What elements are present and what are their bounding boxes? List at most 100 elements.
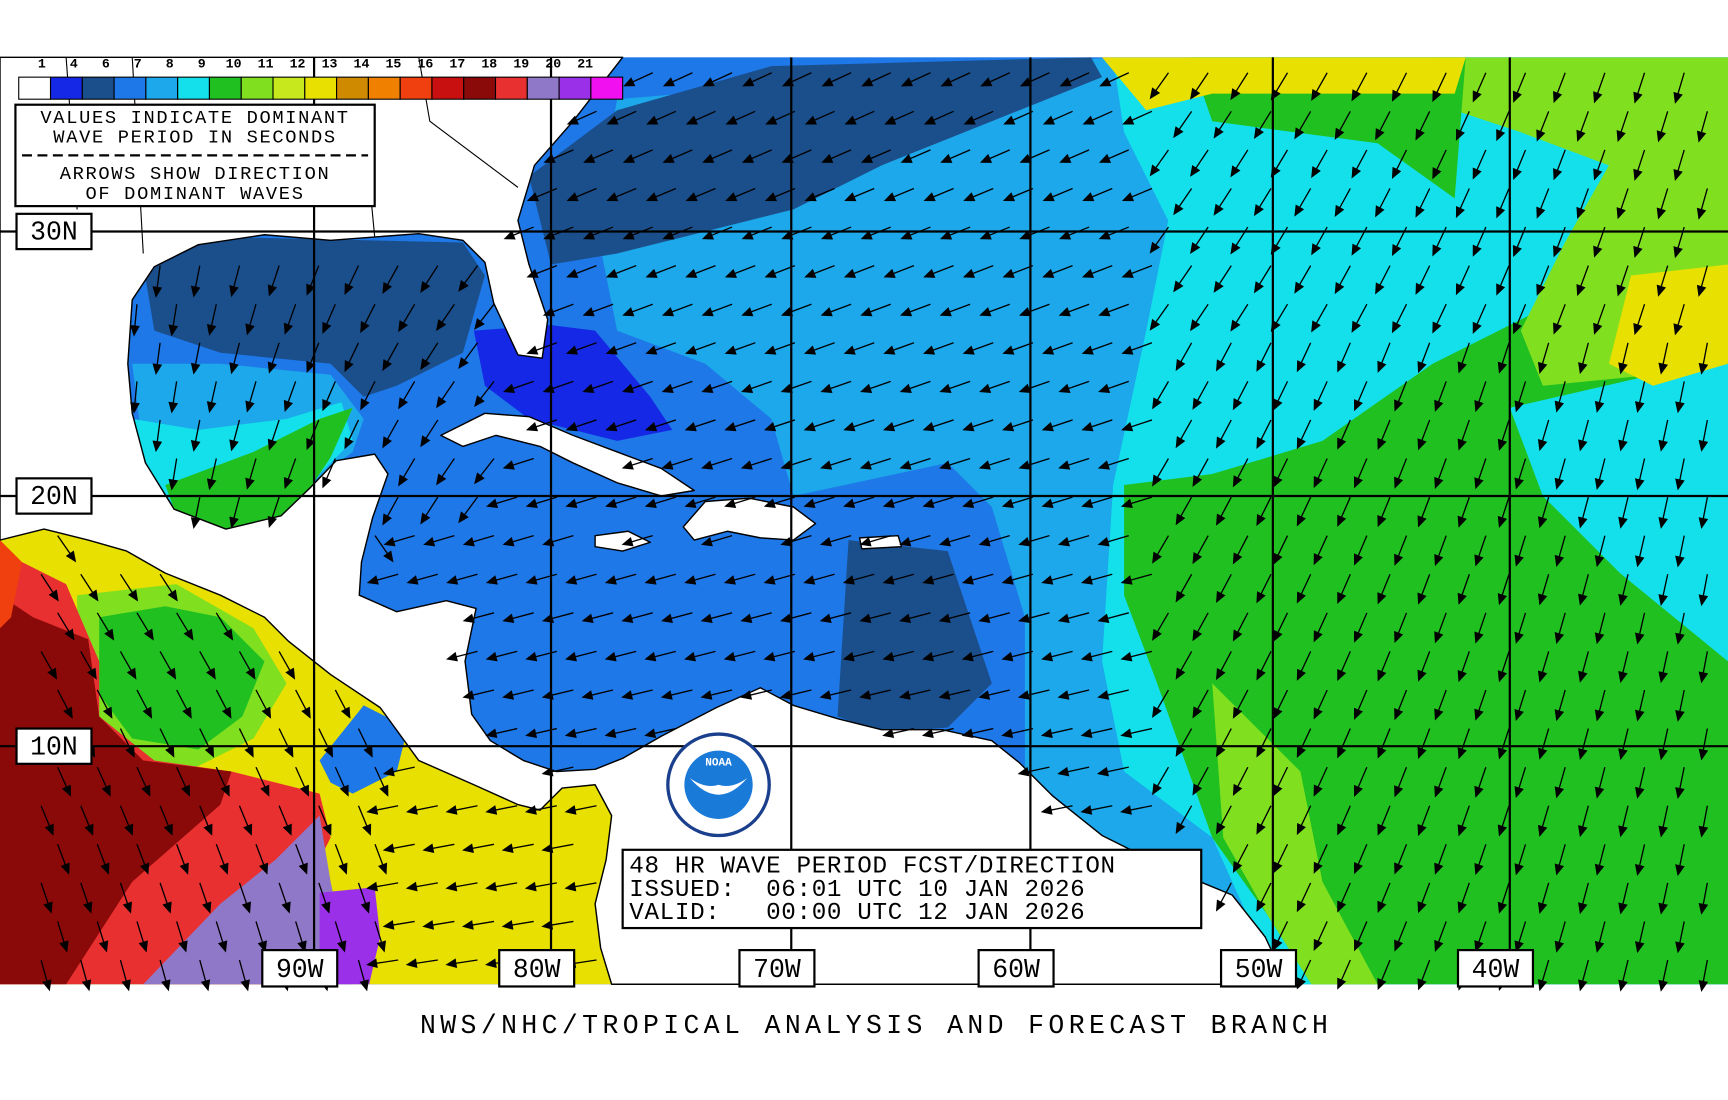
wave-arrow: [724, 419, 756, 432]
wave-arrow: [1474, 381, 1487, 413]
wave-arrow: [306, 419, 320, 451]
wave-arrow: [229, 342, 241, 375]
wave-arrow: [1232, 612, 1249, 642]
wave-arrow: [524, 881, 557, 892]
wave-arrow: [1618, 342, 1629, 375]
wave-arrow: [1635, 766, 1646, 799]
wave-arrow: [662, 149, 693, 163]
wave-arrow: [740, 612, 772, 624]
wave-arrow: [1417, 651, 1431, 682]
wave-arrow: [502, 689, 534, 700]
wave-arrow: [398, 381, 416, 410]
wave-arrow: [420, 496, 439, 525]
wave-arrow: [1633, 304, 1646, 336]
wave-arrow: [1635, 844, 1646, 876]
wave-arrow: [1514, 844, 1527, 876]
wave-arrow: [820, 303, 852, 317]
wave-arrow: [1633, 149, 1646, 181]
forecast-box: 48 HR WAVE PERIOD FCST/DIRECTION ISSUED:…: [621, 848, 1203, 930]
wave-arrow: [1698, 805, 1709, 838]
wave-arrow: [1216, 728, 1232, 758]
wave-arrow: [245, 458, 257, 490]
wave-arrow: [215, 689, 232, 719]
wave-arrow: [1578, 651, 1589, 683]
wave-arrow: [1353, 535, 1368, 566]
wave-arrow: [1377, 805, 1391, 836]
wave-arrow: [458, 265, 479, 292]
field-region: [319, 705, 408, 794]
wave-arrow: [622, 226, 653, 240]
wave-arrow: [159, 728, 175, 758]
wave-arrow: [136, 844, 150, 875]
wave-arrow: [1594, 458, 1606, 490]
wave-arrow: [1081, 496, 1113, 508]
wave-arrow: [159, 882, 172, 914]
wave-arrow: [267, 496, 280, 528]
wave-arrow: [1635, 381, 1646, 414]
wave-arrow: [1593, 226, 1606, 258]
wave-arrow: [662, 226, 693, 240]
wave-arrow: [938, 689, 971, 700]
wave-arrow: [238, 805, 253, 836]
wave-arrow: [1375, 188, 1391, 218]
wave-arrow: [1391, 72, 1408, 102]
wave-arrow: [1658, 805, 1669, 838]
wave-arrow: [1474, 921, 1487, 953]
wave-arrow: [382, 496, 399, 526]
wave-arrow: [1216, 882, 1232, 912]
legend-swatch: [367, 76, 401, 100]
wave-arrow: [1417, 342, 1431, 374]
wave-arrow: [843, 342, 875, 355]
logo-text: NOAA: [705, 758, 732, 770]
wave-arrow: [485, 881, 518, 892]
wave-arrow: [1496, 111, 1510, 142]
wave-arrow: [1455, 111, 1470, 141]
wave-arrow: [119, 882, 132, 914]
wave-arrow: [961, 650, 994, 662]
wave-arrow: [723, 573, 756, 585]
wave-arrow: [564, 805, 597, 815]
wave-arrow: [963, 187, 994, 202]
wave-arrow: [526, 265, 558, 278]
wave-arrow: [1432, 303, 1447, 334]
wave-arrow: [1377, 573, 1391, 605]
wave-arrow: [882, 727, 915, 739]
wave-arrow: [781, 149, 812, 163]
wave-arrow: [1173, 188, 1193, 216]
wave-arrow: [238, 728, 254, 758]
wave-arrow: [1658, 959, 1669, 992]
wave-arrow: [1313, 535, 1328, 566]
wave-arrow: [1294, 265, 1312, 294]
wave-arrow: [382, 419, 399, 449]
wave-arrow: [938, 612, 971, 624]
wave-arrow: [206, 381, 217, 414]
wave-arrow: [1337, 419, 1351, 450]
wave-arrow: [1394, 844, 1408, 875]
wave-arrow: [979, 149, 1011, 163]
wave-arrow: [565, 419, 597, 432]
wave-arrow: [119, 728, 135, 758]
wave-arrow: [278, 651, 296, 680]
wave-arrow: [159, 573, 178, 602]
legend-swatch: [526, 76, 560, 100]
longitude-label: 80W: [513, 955, 561, 985]
wave-arrow: [1696, 188, 1709, 220]
wave-arrow: [1190, 149, 1209, 177]
wave-arrow: [136, 921, 148, 953]
wave-arrow: [283, 303, 297, 335]
wave-arrow: [581, 612, 614, 624]
wave-arrow: [405, 805, 438, 815]
legend-swatch: [399, 76, 433, 100]
legend-label: 15: [385, 56, 401, 71]
wave-arrow: [1256, 651, 1272, 681]
wave-arrow: [1082, 110, 1113, 125]
wave-arrow: [939, 380, 971, 393]
wave-arrow: [1175, 342, 1193, 372]
wave-arrow: [215, 612, 234, 641]
wave-arrow: [366, 805, 399, 815]
wave-arrow: [278, 728, 294, 758]
legend-swatch: [272, 76, 306, 100]
wave-arrow: [859, 689, 891, 700]
wave-arrow: [525, 496, 558, 508]
wave-arrow: [644, 496, 677, 508]
